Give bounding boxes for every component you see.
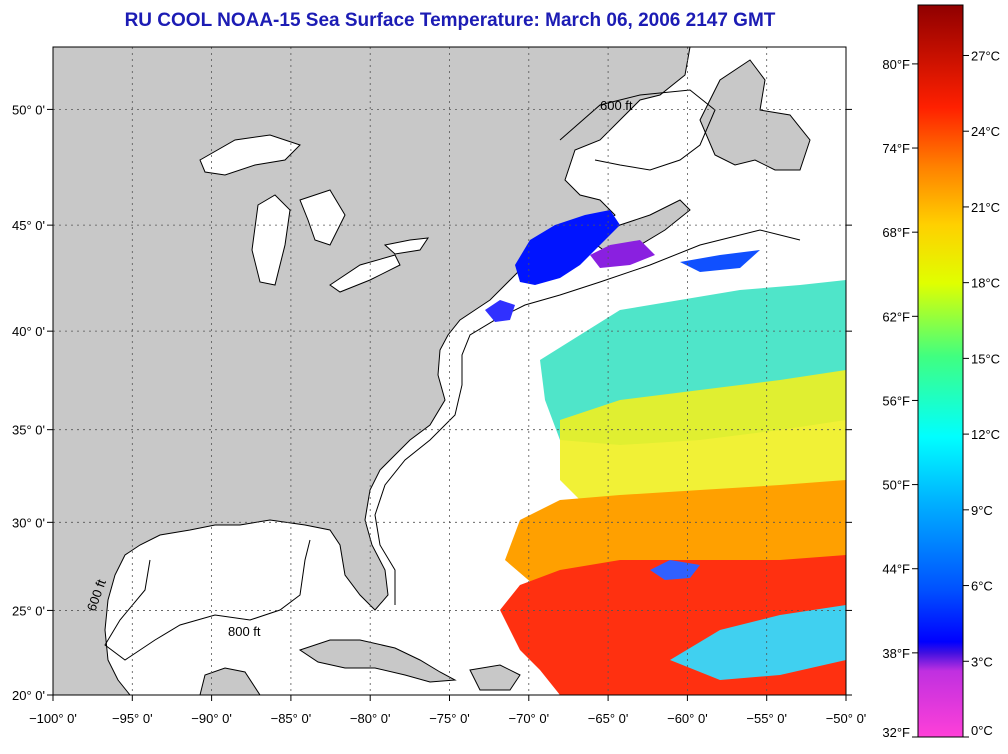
cb-c-label: 12°C [971,427,1000,442]
land-north-america [53,47,691,695]
cb-c-label: 21°C [971,200,1000,215]
lon-tick-label: −90° 0' [191,711,232,726]
cb-f-label: 80°F [882,57,910,72]
sst-patch-nova-scotia-shelf [680,250,760,272]
lat-tick-label: 25° 0' [12,603,45,618]
lake-michigan [251,194,291,286]
latitude-axis: 20° 0' 25° 0' 30° 0' 35° 0' 40° 0' 45° 0' 50° … [12,102,45,703]
lon-tick-label: −95° 0' [112,711,153,726]
lat-tick-label: 50° 0' [12,102,45,117]
land-yucatan [199,667,261,695]
colorbar-fahrenheit-labels: 32°F 38°F 44°F 50°F 56°F 62°F 68°F 74°F 80°F [882,57,918,740]
map-title: RU COOL NOAA-15 Sea Surface Temperature:… [124,10,776,31]
shelf-contour-north [559,89,716,171]
cb-f-label: 38°F [882,646,910,661]
lon-tick-label: −70° 0' [509,711,550,726]
sst-patch-cold-eddy [670,605,846,680]
cb-f-label: 68°F [882,225,910,240]
cb-c-label: 27°C [971,48,1000,63]
lon-tick-label: −60° 0' [667,711,708,726]
cb-f-label: 74°F [882,141,910,156]
lat-tick-label: 20° 0' [12,688,45,703]
cb-c-label: 15°C [971,351,1000,366]
lon-tick-label: −50° 0' [826,711,867,726]
lake-ontario [383,237,430,255]
cb-c-label: 0°C [971,723,993,738]
shelf-contour-atlantic [374,229,801,605]
cb-c-label: 3°C [971,654,993,669]
lon-tick-label: −65° 0' [588,711,629,726]
contour-label-800ft: 800 ft [228,624,261,639]
map-plot-area [53,47,846,695]
lon-tick-label: −100° 0' [29,711,77,726]
lake-erie [329,254,401,293]
cb-f-label: 32°F [882,725,910,740]
sst-patch-gulf-of-maine [515,210,620,285]
sst-patch-cape-cod [485,300,515,322]
cb-c-label: 9°C [971,503,993,518]
map-ticks [47,108,852,701]
sst-overlay [485,210,846,695]
cb-f-label: 50°F [882,478,910,493]
cb-f-label: 62°F [882,309,910,324]
cb-f-label: 56°F [882,393,910,408]
lon-tick-label: −55° 0' [746,711,787,726]
cb-c-label: 18°C [971,276,1000,291]
cb-c-label: 6°C [971,579,993,594]
cb-c-label: 24°C [971,124,1000,139]
land-hispaniola [469,664,521,691]
lat-tick-label: 40° 0' [12,324,45,339]
cb-f-label: 44°F [882,562,910,577]
lon-tick-label: −80° 0' [350,711,391,726]
lon-tick-label: −75° 0' [429,711,470,726]
land-cuba [298,639,457,683]
lon-tick-label: −85° 0' [271,711,312,726]
colorbar-gradient [917,4,964,738]
shelf-contour-gulf [104,539,311,661]
sst-patch-bay-of-fundy [590,240,655,268]
longitude-axis: −100° 0' −95° 0' −90° 0' −85° 0' −80° 0' −75°… [29,711,866,726]
lat-tick-label: 45° 0' [12,218,45,233]
lat-tick-label: 30° 0' [12,515,45,530]
land-newfoundland [699,59,811,171]
colorbar-celsius-labels: 0°C 3°C 6°C 9°C 12°C 15°C 18°C 21°C 24°C 27°C [963,48,1000,738]
lake-huron [299,189,346,246]
lat-tick-label: 35° 0' [12,423,45,438]
graticule [53,47,846,695]
contour-label-600ft: 600 ft [600,98,633,113]
colorbar: 32°F 38°F 44°F 50°F 56°F 62°F 68°F 74°F 80°F 0°C… [882,4,1000,740]
